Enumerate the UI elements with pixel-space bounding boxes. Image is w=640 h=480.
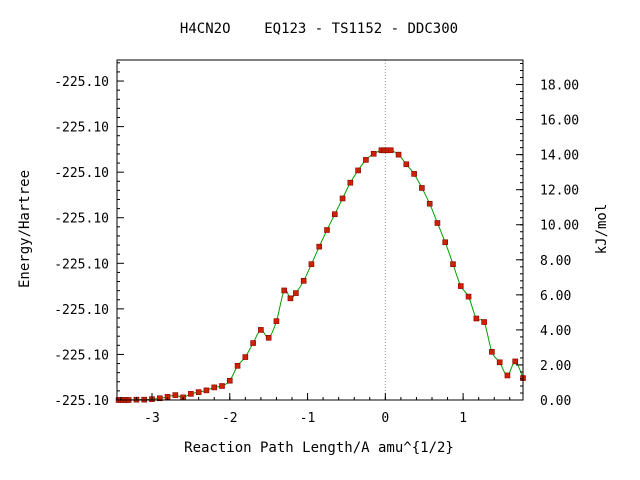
data-point <box>395 151 402 158</box>
left-y-axis-ticks: -225.10 -225.10 -225.10 -225.10 -225.10 -225.… <box>54 62 124 409</box>
data-point <box>347 179 354 186</box>
data-point <box>172 392 179 398</box>
y2-tick-label: 10.00 <box>540 219 579 234</box>
left-y-axis-title: Energy/Hartree <box>17 170 33 288</box>
curve-layer <box>118 149 524 401</box>
y-tick-label: -225.10 <box>54 257 109 272</box>
series-line <box>118 149 524 401</box>
data-point <box>403 161 410 168</box>
y2-tick-label: 14.00 <box>540 149 579 164</box>
data-point <box>473 315 480 322</box>
data-point <box>188 391 194 397</box>
x-tick-label: -2 <box>222 411 238 426</box>
data-point <box>293 290 299 296</box>
data-point <box>300 278 307 284</box>
data-point <box>203 387 210 394</box>
y-tick-label: -225.10 <box>54 348 109 363</box>
data-point <box>504 372 511 379</box>
y2-tick-label: 0.00 <box>540 394 571 409</box>
data-point <box>465 293 472 300</box>
data-point <box>308 261 315 267</box>
right-y-axis-ticks: 0.00 2.00 4.00 6.00 8.00 10.00 12.00 14.00 16.00… <box>516 63 579 409</box>
data-point <box>339 195 346 202</box>
data-point <box>457 283 464 289</box>
x-tick-label: 1 <box>459 411 467 426</box>
x-tick-label: 0 <box>381 411 389 426</box>
y2-tick-label: 12.00 <box>540 184 579 199</box>
data-point <box>331 211 338 218</box>
data-point <box>442 239 449 246</box>
data-point <box>195 389 202 395</box>
data-point <box>273 318 280 324</box>
data-point <box>411 171 417 177</box>
data-point <box>324 227 330 233</box>
y-tick-label: -225.10 <box>54 303 109 318</box>
y-tick-label: -225.10 <box>54 394 109 409</box>
x-tick-label: -1 <box>300 411 316 426</box>
data-point <box>316 243 323 250</box>
data-point <box>250 340 256 346</box>
data-point <box>355 167 361 174</box>
axes-layer <box>116 59 524 401</box>
data-point <box>387 147 394 154</box>
data-point <box>258 327 264 333</box>
x-axis-ticks: -3 -2 -1 0 1 <box>120 393 511 426</box>
data-point <box>489 348 495 355</box>
data-point <box>481 319 487 325</box>
chart-title: H4CN2O EQ123 - TS1152 - DDC300 <box>180 21 458 37</box>
y2-tick-label: 4.00 <box>540 324 571 339</box>
data-point <box>234 363 241 369</box>
y2-tick-label: 18.00 <box>540 79 579 94</box>
data-point <box>287 295 294 302</box>
y2-tick-label: 2.00 <box>540 359 571 374</box>
data-point <box>419 185 425 191</box>
plot-frame <box>116 59 524 401</box>
x-axis-title: Reaction Path Length/A amu^{1/2} <box>184 440 454 456</box>
data-point <box>281 287 288 294</box>
data-point <box>156 395 163 402</box>
data-point <box>226 377 233 384</box>
right-y-axis-title: kJ/mol <box>594 204 610 255</box>
y2-tick-label: 8.00 <box>540 254 571 269</box>
y2-tick-label: 16.00 <box>540 114 579 129</box>
y2-tick-label: 6.00 <box>540 289 571 304</box>
data-point <box>450 261 456 267</box>
data-point <box>211 384 218 391</box>
data-point <box>434 220 441 226</box>
data-point <box>265 334 272 341</box>
y-tick-label: -225.10 <box>54 121 109 136</box>
data-point <box>512 358 519 365</box>
y-tick-label: -225.10 <box>54 75 109 90</box>
y-tick-label: -225.10 <box>54 166 109 181</box>
y-tick-label: -225.10 <box>54 212 109 227</box>
data-point <box>496 359 503 366</box>
data-point <box>242 354 249 360</box>
data-point <box>426 200 433 207</box>
x-tick-label: -3 <box>144 411 160 426</box>
data-point <box>219 383 225 389</box>
data-points <box>115 147 526 403</box>
data-point <box>363 157 369 163</box>
data-point <box>370 150 377 157</box>
